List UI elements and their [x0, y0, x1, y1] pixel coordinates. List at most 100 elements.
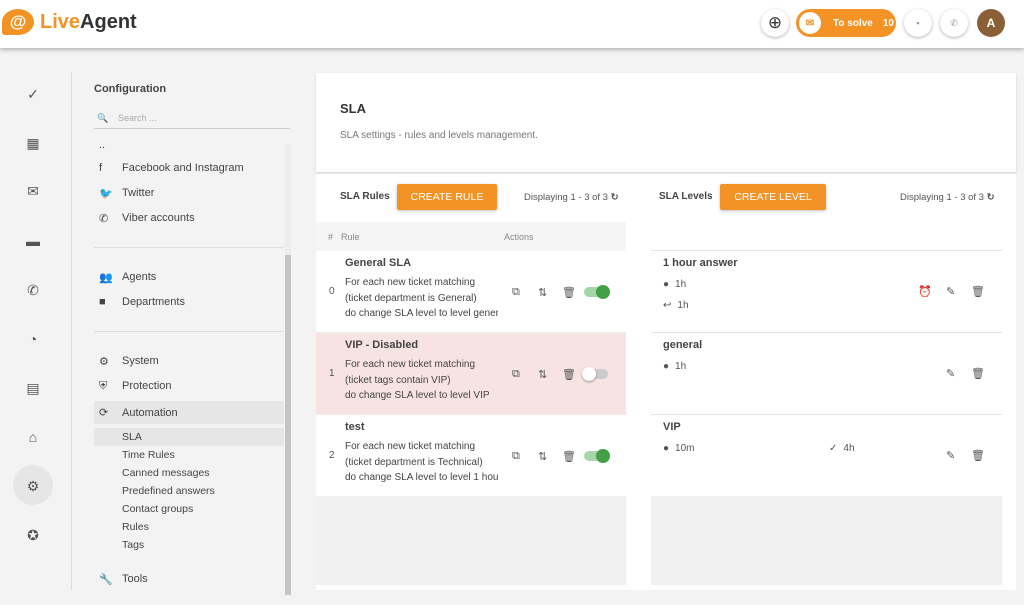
mail-icon[interactable]: ✉ — [27, 182, 39, 199]
rules-table-header: # Rule Actions — [316, 222, 626, 251]
nav-label: Tools — [122, 573, 148, 585]
trash-icon[interactable]: 🗑 — [562, 287, 576, 299]
nav-facebook[interactable]: f Facebook and Instagram — [94, 159, 244, 177]
nav-twitter[interactable]: 🐦 Twitter — [94, 184, 154, 202]
nav-label: Facebook and Instagram — [122, 162, 244, 174]
nav-agents[interactable]: 👥 Agents — [94, 268, 156, 286]
reorder-icon[interactable]: ⇅ — [538, 451, 548, 463]
alarm-icon[interactable]: ⏰ — [918, 286, 932, 298]
edit-icon[interactable]: ✎ — [946, 286, 956, 298]
levels-empty-area — [651, 495, 1002, 585]
trash-icon[interactable]: 🗑 — [562, 451, 576, 463]
rule-row[interactable]: 0 General SLA For each new ticket matchi… — [316, 251, 626, 333]
chat-icon[interactable]: ▬ — [26, 233, 40, 249]
create-level-button[interactable]: CREATE LEVEL — [720, 184, 826, 210]
to-solve-button[interactable]: ✉ To solve 10 — [796, 9, 896, 37]
trash-icon[interactable]: 🗑 — [971, 286, 985, 298]
level-row[interactable]: 1 hour answer ● 1h ↩ 1h ⏰ ✎ 🗑 — [651, 250, 1002, 332]
rule-enabled-toggle[interactable] — [584, 285, 610, 299]
refresh-icon[interactable]: ↻ — [986, 192, 995, 203]
nav-tags[interactable]: Tags — [122, 539, 145, 551]
gear-icon[interactable]: ⚙ — [26, 477, 40, 494]
nav-system[interactable]: ⚙ System — [94, 352, 159, 370]
page-description: SLA settings - rules and levels manageme… — [340, 130, 538, 141]
resolve-check-icon: ✓ — [829, 443, 838, 454]
search-icon: 🔍 — [97, 112, 109, 123]
rule-line: do change SLA level to level VIP — [345, 390, 490, 401]
config-search-input[interactable]: 🔍 Search ... — [94, 108, 290, 129]
nav-contact-groups[interactable]: Contact groups — [122, 503, 194, 515]
rules-displaying: Displaying 1 - 3 of 3 ↻ — [524, 192, 619, 203]
liveagent-logo[interactable]: @ LiveAgent — [2, 9, 137, 35]
avatar[interactable]: A — [977, 9, 1005, 37]
phone-icon: ✆ — [950, 17, 958, 28]
rail-divider — [71, 72, 72, 590]
rules-empty-area — [316, 497, 626, 585]
nav-rules[interactable]: Rules — [122, 521, 149, 533]
folder-icon: ■ — [99, 296, 106, 308]
nav-canned-messages[interactable]: Canned messages — [122, 467, 210, 479]
trash-icon[interactable]: 🗑 — [562, 369, 576, 381]
chat-button[interactable]: ▪ — [904, 9, 932, 37]
rule-row[interactable]: 1 VIP - Disabled For each new ticket mat… — [316, 333, 626, 415]
twitter-icon: 🐦 — [99, 187, 113, 200]
refresh-icon[interactable]: ↻ — [610, 192, 619, 203]
edit-icon[interactable]: ✎ — [946, 450, 956, 462]
nav-time-rules[interactable]: Time Rules — [122, 449, 175, 461]
reorder-icon[interactable]: ⇅ — [538, 287, 548, 299]
reorder-icon[interactable]: ⇅ — [538, 369, 548, 381]
nav-viber[interactable]: ✆ Viber accounts — [94, 209, 195, 227]
divider — [94, 247, 284, 248]
copy-icon[interactable]: ⧉ — [512, 368, 520, 380]
call-button[interactable]: ✆ — [940, 9, 968, 37]
star-icon[interactable]: ✪ — [27, 526, 39, 543]
trash-icon[interactable]: 🗑 — [971, 450, 985, 462]
top-header: @ LiveAgent ⊕ ✉ To solve 10 ▪ ✆ A — [0, 0, 1024, 48]
rule-name: VIP - Disabled — [345, 339, 419, 351]
phone-icon[interactable]: ✆ — [27, 281, 39, 298]
rules-title: SLA Rules — [340, 191, 390, 202]
create-rule-button[interactable]: CREATE RULE — [397, 184, 497, 210]
rule-row[interactable]: 2 test For each new ticket matching (tick… — [316, 415, 626, 497]
plus-circle-icon: ⊕ — [767, 13, 783, 32]
rule-line: For each new ticket matching — [345, 277, 476, 288]
nav-label: Departments — [122, 296, 185, 308]
rule-line: For each new ticket matching — [345, 359, 476, 370]
nav-label: Automation — [122, 406, 178, 419]
nav-tools[interactable]: 🔧 Tools — [94, 570, 148, 588]
chat-icon: ▪ — [916, 18, 920, 28]
level-name: general — [663, 339, 703, 351]
reports-icon[interactable]: ◔ — [28, 331, 38, 347]
contacts-icon[interactable]: ▤ — [26, 379, 40, 396]
col-index: # — [328, 232, 334, 242]
check-circle-icon[interactable]: ✓ — [27, 85, 39, 102]
level-name: 1 hour answer — [663, 257, 738, 269]
knowledgebase-icon[interactable]: ⌂ — [28, 429, 38, 445]
nav-label: Agents — [122, 271, 157, 283]
copy-icon[interactable]: ⧉ — [512, 450, 520, 462]
rule-line: (ticket tags contain VIP) — [345, 374, 451, 386]
copy-icon[interactable]: ⧉ — [512, 286, 520, 298]
rule-enabled-toggle[interactable] — [582, 367, 608, 381]
nav-label: Viber accounts — [122, 212, 195, 224]
level-row[interactable]: VIP ● 10m ✓ 4h ✎ 🗑 — [651, 414, 1002, 496]
nav-departments[interactable]: ■ Departments — [94, 293, 185, 311]
ellipsis: .. — [99, 139, 106, 151]
nav-predefined-answers[interactable]: Predefined answers — [122, 485, 215, 497]
rule-line: (ticket department is General) — [345, 292, 477, 304]
sync-icon: ⟳ — [99, 407, 109, 419]
nav-sla[interactable]: SLA — [94, 428, 284, 446]
nav-protection[interactable]: ⛨ Protection — [94, 377, 172, 395]
page-title: SLA — [340, 101, 366, 116]
dashboard-icon[interactable]: ▦ — [26, 134, 40, 151]
edit-icon[interactable]: ✎ — [946, 368, 956, 380]
trash-icon[interactable]: 🗑 — [971, 368, 985, 380]
add-button[interactable]: ⊕ — [761, 9, 789, 37]
config-scrollbar-thumb[interactable] — [285, 255, 291, 595]
rule-enabled-toggle[interactable] — [584, 449, 610, 463]
nav-automation[interactable]: ⟳ Automation — [94, 401, 284, 424]
rule-index: 1 — [329, 368, 335, 379]
rail-active-indicator — [13, 465, 53, 505]
level-row[interactable]: general ● 1h ✎ 🗑 — [651, 332, 1002, 414]
gear-icon: ⚙ — [99, 355, 109, 368]
